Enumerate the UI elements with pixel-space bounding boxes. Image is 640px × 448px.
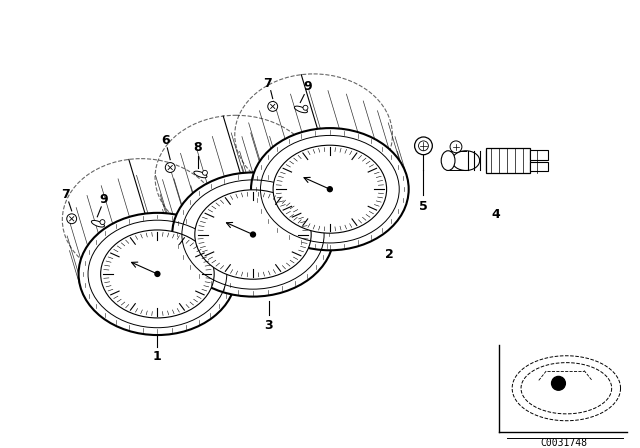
Text: 4: 4	[491, 208, 500, 221]
Text: 7: 7	[264, 77, 272, 90]
Text: 3: 3	[264, 319, 273, 332]
Text: C0031748: C0031748	[540, 439, 587, 448]
Bar	[486, 148, 530, 173]
Circle shape	[450, 141, 462, 153]
Text: 7: 7	[61, 188, 70, 201]
Circle shape	[202, 170, 207, 175]
Circle shape	[100, 220, 105, 224]
Circle shape	[67, 214, 77, 224]
Text: 9: 9	[303, 80, 312, 93]
Text: 9: 9	[99, 193, 108, 206]
Ellipse shape	[294, 106, 307, 113]
Circle shape	[250, 232, 255, 237]
Circle shape	[155, 271, 160, 276]
Text: 8: 8	[193, 141, 202, 154]
Bar	[530, 162, 548, 172]
Text: 2: 2	[385, 248, 394, 261]
Circle shape	[415, 137, 433, 155]
Ellipse shape	[251, 128, 409, 250]
Ellipse shape	[194, 171, 207, 178]
Ellipse shape	[441, 151, 455, 171]
Ellipse shape	[452, 151, 479, 171]
Circle shape	[268, 102, 278, 112]
Text: 1: 1	[153, 350, 162, 363]
Circle shape	[303, 105, 308, 110]
Ellipse shape	[79, 213, 236, 335]
Circle shape	[552, 376, 565, 390]
Ellipse shape	[273, 145, 387, 233]
Bar	[530, 150, 548, 159]
Text: 5: 5	[419, 200, 428, 213]
Circle shape	[165, 163, 175, 172]
Circle shape	[328, 187, 332, 192]
Ellipse shape	[100, 230, 214, 318]
Text: 6: 6	[161, 134, 170, 147]
Ellipse shape	[92, 220, 104, 227]
Ellipse shape	[172, 172, 334, 297]
Ellipse shape	[195, 190, 311, 279]
